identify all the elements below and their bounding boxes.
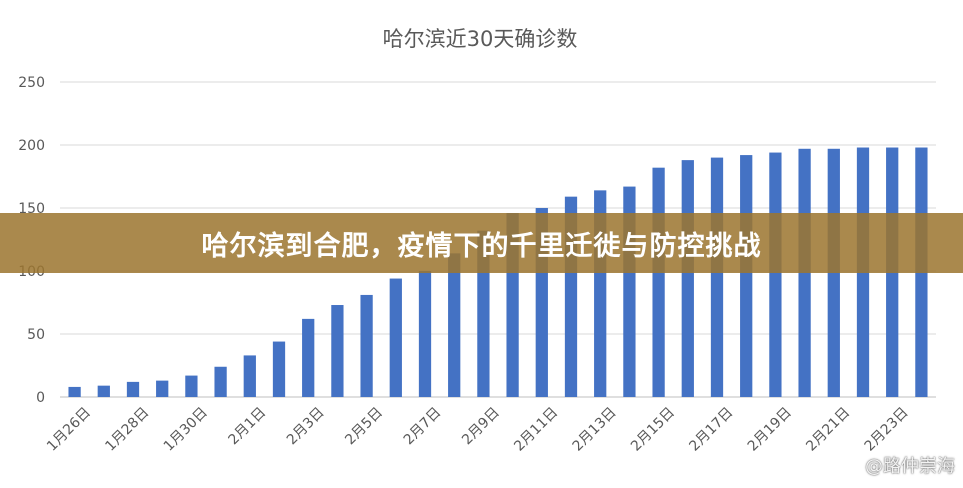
bar-1月27日: [97, 385, 110, 397]
x-tick-label: 1月30日: [161, 405, 211, 455]
x-tick-label: 2月23日: [862, 405, 912, 455]
bar-2月16日: [681, 160, 694, 397]
x-tick-label: 2月11日: [511, 405, 561, 455]
y-tick-label: 200: [18, 138, 45, 154]
bar-2月8日: [448, 253, 461, 397]
x-tick-label: 2月3日: [284, 405, 328, 449]
bar-2月18日: [740, 155, 753, 397]
x-tick-label: 2月1日: [226, 405, 270, 449]
y-tick-label: 250: [18, 75, 45, 91]
bar-1月26日: [68, 386, 81, 397]
bar-2月17日: [710, 157, 724, 397]
bar-1月30日: [185, 375, 198, 397]
bar-2月7日: [418, 271, 432, 397]
bar-2月5日: [360, 294, 373, 397]
watermark-text: @路仲崇海: [865, 456, 955, 477]
headline-text: 哈尔滨到合肥，疫情下的千里迁徙与防控挑战: [201, 230, 762, 262]
bar-1月31日: [214, 366, 227, 397]
headline-banner: 哈尔滨到合肥，疫情下的千里迁徙与防控挑战: [0, 213, 963, 273]
x-axis: 1月26日 1月28日 1月30日 2月1日 2月3日 2月5日 2月7日 2月9日 2月11日…: [44, 405, 912, 455]
x-tick-label: 2月9日: [459, 405, 503, 449]
x-tick-label: 2月5日: [342, 405, 386, 449]
watermark: @路仲崇海: [833, 452, 955, 478]
bar-2月6日: [389, 278, 402, 397]
x-tick-label: 2月7日: [401, 405, 445, 449]
bar-2月15日: [652, 167, 665, 397]
x-tick-label: 1月26日: [44, 405, 94, 455]
y-tick-label: 0: [36, 390, 45, 406]
bar-2月1日: [243, 355, 256, 397]
x-tick-label: 1月28日: [102, 405, 152, 455]
bar-1月29日: [156, 380, 169, 397]
weibo-icon: [833, 456, 858, 476]
x-tick-label: 2月17日: [686, 405, 736, 455]
bar-2月3日: [302, 318, 315, 397]
bar-2月19日: [769, 152, 782, 397]
bar-1月28日: [126, 381, 140, 397]
bar-2月4日: [331, 305, 344, 397]
chart-title: 哈尔滨近30天确诊数: [383, 27, 578, 51]
x-tick-label: 2月19日: [745, 405, 795, 455]
x-tick-label: 2月21日: [803, 405, 853, 455]
x-tick-label: 2月13日: [570, 405, 620, 455]
x-tick-label: 2月15日: [628, 405, 678, 455]
bar-2月2日: [272, 341, 286, 397]
y-tick-label: 50: [27, 327, 45, 343]
